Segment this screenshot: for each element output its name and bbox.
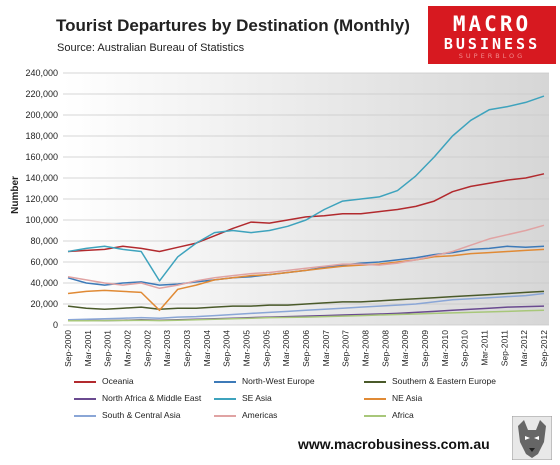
legend-swatch [364,415,386,417]
x-tick-label: Mar-2008 [361,330,371,367]
logo-line-2: BUSINESS [443,35,541,53]
legend-item: Southern & Eastern Europe [364,376,496,386]
series-lines [67,95,545,322]
x-tick-label: Mar-2005 [242,330,252,367]
y-tick-label: 240,000 [25,68,58,78]
logo-line-3: SUPERBLOG [458,52,526,60]
x-tick-label: Mar-2001 [83,330,93,367]
series-line-se-asia [67,95,545,282]
x-tick-label: Sep-2006 [301,330,311,367]
y-axis-ticks: 0 20,000 40,000 60,000 80,000 100,000 120,000 1… [25,68,58,330]
legend-item: North-West Europe [214,376,315,386]
legend-swatch [364,381,386,383]
series-line-south-central-asia [67,292,545,321]
x-tick-label: Mar-2012 [519,330,529,367]
legend-swatch [74,398,96,400]
legend-label: North-West Europe [242,376,315,386]
legend-swatch [74,381,96,383]
x-tick-label: Mar-2004 [202,330,212,367]
macrobusiness-logo: MACRO BUSINESS SUPERBLOG [428,6,556,64]
x-tick-label: Mar-2009 [400,330,410,367]
legend-item: South & Central Asia [74,410,181,420]
legend-label: South & Central Asia [102,410,181,420]
x-tick-label: Sep-2003 [182,330,192,367]
legend-swatch [364,398,386,400]
y-tick-label: 120,000 [25,194,58,204]
x-tick-label: Mar-2003 [162,330,172,367]
wolf-logo-icon [512,416,552,460]
legend-item: Americas [214,410,278,420]
legend-item: Oceania [74,376,134,386]
x-tick-label: Sep-2010 [460,330,470,367]
y-tick-label: 220,000 [25,89,58,99]
series-line-africa [68,309,545,322]
x-tick-label: Mar-2007 [321,330,331,367]
series-line-ne-asia [67,248,545,312]
x-tick-label: Mar-2006 [281,330,291,367]
x-tick-label: Sep-2005 [261,330,271,367]
x-tick-label: Mar-2002 [123,330,133,367]
y-tick-label: 140,000 [25,173,58,183]
x-tick-label: Mar-2010 [440,330,450,367]
legend-label: Southern & Eastern Europe [392,376,496,386]
legend-swatch [214,381,236,383]
chart-title: Tourist Departures by Destination (Month… [56,16,410,35]
logo-line-1: MACRO [452,12,532,36]
y-axis-label: Number [10,176,21,214]
y-tick-label: 80,000 [30,236,58,246]
legend-swatch [74,415,96,417]
x-tick-label: Sep-2000 [63,330,73,367]
y-tick-label: 100,000 [25,215,58,225]
legend-item: NE Asia [364,393,423,403]
x-axis-ticks: Sep-2000 Mar-2001 Sep-2001 Mar-2002 Sep-2002… [63,330,549,367]
legend-item: North Africa & Middle East [74,393,202,403]
y-tick-label: 0 [53,320,58,330]
series-line-oceania [67,173,545,253]
legend-label: North Africa & Middle East [102,393,202,403]
legend-item: Africa [364,410,414,420]
website-url[interactable]: www.macrobusiness.com.au [298,436,490,452]
series-line-southern-eastern-europe [67,290,545,311]
legend-item: SE Asia [214,393,272,403]
x-tick-label: Sep-2009 [420,330,430,367]
legend-label: Oceania [102,376,134,386]
x-tick-label: Sep-2011 [499,330,509,367]
legend-label: NE Asia [392,393,423,403]
y-tick-label: 20,000 [30,299,58,309]
legend-label: Americas [242,410,278,420]
chart-source: Source: Australian Bureau of Statistics [57,42,245,54]
x-tick-label: Sep-2002 [142,330,152,367]
x-tick-label: Mar-2011 [480,330,490,366]
legend-swatch [214,398,236,400]
legend-label: Africa [392,410,414,420]
x-tick-label: Sep-2001 [103,330,113,367]
x-tick-label: Sep-2012 [539,330,549,367]
legend-swatch [214,415,236,417]
y-tick-label: 160,000 [25,152,58,162]
x-tick-label: Sep-2008 [380,330,390,367]
x-tick-label: Sep-2007 [341,330,351,367]
series-line-americas [67,224,545,290]
y-tick-label: 180,000 [25,131,58,141]
legend-label: SE Asia [242,393,272,403]
y-tick-label: 60,000 [30,257,58,267]
y-tick-label: 200,000 [25,110,58,120]
y-tick-label: 40,000 [30,278,58,288]
x-tick-label: Sep-2004 [222,330,232,367]
